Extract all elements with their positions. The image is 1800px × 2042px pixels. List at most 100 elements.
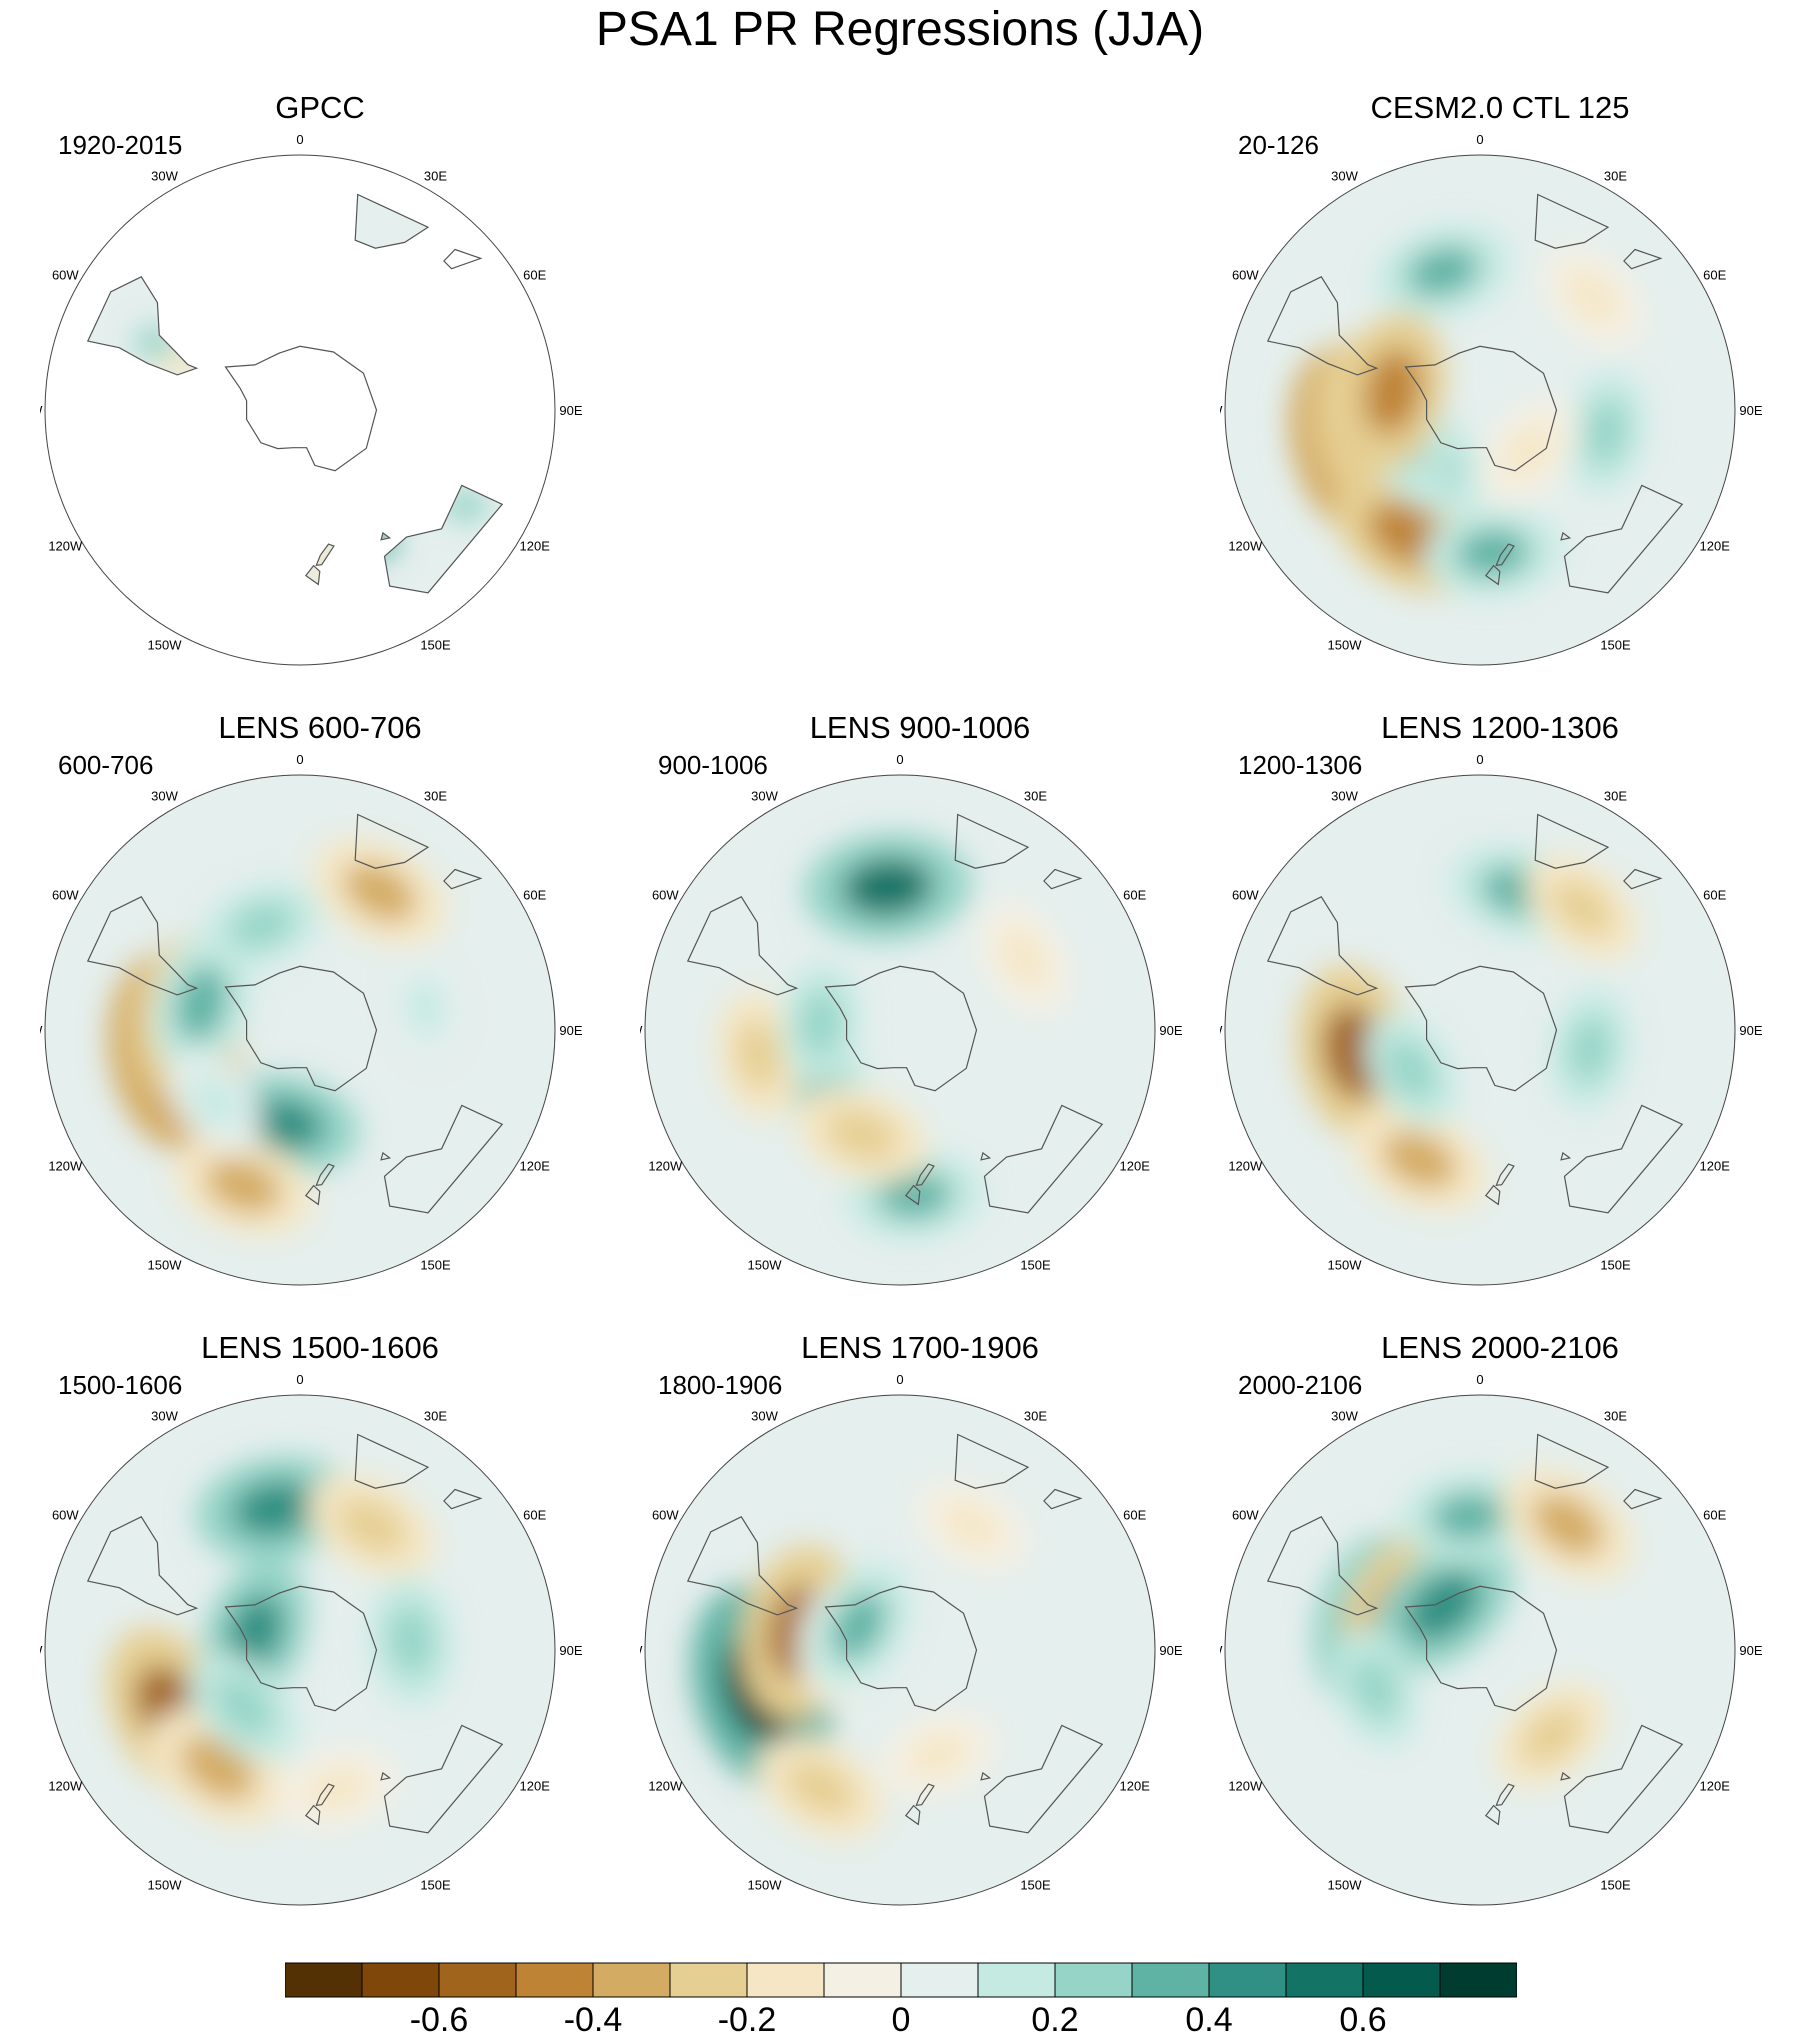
panel-l1200: 030E60E90E120E150E180150W120W90W60W30W L… bbox=[1220, 710, 1780, 1286]
lon-label: 120W bbox=[1228, 1779, 1263, 1794]
panel-l600: 030E60E90E120E150E180150W120W90W60W30W L… bbox=[40, 710, 600, 1286]
map-l2000: 030E60E90E120E150E180150W120W90W60W30W bbox=[1220, 1372, 1763, 1906]
anomaly-core bbox=[242, 1097, 325, 1152]
coastline-tasmania bbox=[1560, 1771, 1572, 1781]
lon-label: 120E bbox=[520, 1159, 551, 1174]
anomaly-core bbox=[343, 862, 416, 922]
anomaly-core bbox=[1521, 1707, 1583, 1764]
coastline-madagascar bbox=[1043, 868, 1083, 890]
colorbar-swatch bbox=[438, 1962, 517, 1998]
colorbar-swatch bbox=[1439, 1962, 1517, 1998]
coastline-africa bbox=[354, 1433, 430, 1489]
coastline-africa bbox=[954, 1433, 1030, 1489]
map-outline bbox=[44, 774, 556, 1286]
coastline-nz_south bbox=[315, 1783, 335, 1807]
lon-label: 30E bbox=[1024, 788, 1047, 803]
lon-label: 90W bbox=[1220, 403, 1223, 418]
coastline-africa bbox=[354, 193, 430, 249]
coastline-tasmania bbox=[380, 531, 392, 541]
panel-period: 600-706 bbox=[58, 750, 154, 780]
colorbar-label: -0.2 bbox=[717, 2001, 777, 2039]
lon-label: 150E bbox=[1600, 638, 1631, 653]
panel-period: 1500-1606 bbox=[58, 1370, 183, 1400]
coastline-nz_north bbox=[1484, 1804, 1501, 1826]
anomaly-core bbox=[1431, 1492, 1506, 1541]
coastline-nz_north bbox=[304, 1184, 321, 1206]
coastline-nz_south bbox=[315, 1163, 335, 1187]
lon-label: 30W bbox=[1331, 168, 1358, 183]
panel-l1500: 030E60E90E120E150E180150W120W90W60W30W L… bbox=[40, 1330, 600, 1906]
colorbar-label: 0 bbox=[891, 2001, 911, 2039]
anomaly-core bbox=[214, 1676, 274, 1736]
lon-label: 150E bbox=[1600, 1258, 1631, 1273]
lon-label: 0 bbox=[1476, 1372, 1483, 1387]
coastline-southamerica bbox=[1266, 1516, 1379, 1616]
map-field bbox=[86, 193, 504, 594]
lon-label: 90W bbox=[1220, 1643, 1223, 1658]
lon-label: 120E bbox=[520, 1779, 551, 1794]
anomaly-core bbox=[205, 1158, 282, 1213]
anomaly-core bbox=[786, 1760, 855, 1816]
coastline-antarctica bbox=[224, 1585, 378, 1712]
lon-label: 30E bbox=[424, 168, 447, 183]
coastline-australia bbox=[383, 1724, 504, 1834]
coastline-australia bbox=[383, 484, 504, 594]
colorbar-swatch bbox=[746, 1962, 825, 1998]
panel-period: 900-1006 bbox=[658, 750, 768, 780]
lon-label: 90E bbox=[559, 1643, 582, 1658]
panel-period: 2000-2106 bbox=[1238, 1370, 1363, 1400]
coastline-madagascar bbox=[443, 1488, 483, 1510]
coastline-southamerica bbox=[86, 276, 199, 376]
lon-label: 90E bbox=[1739, 1643, 1762, 1658]
lon-label: 120E bbox=[1120, 1779, 1151, 1794]
lon-label: 150W bbox=[148, 1258, 183, 1273]
map-outline bbox=[1224, 154, 1736, 666]
map-l900: 030E60E90E120E150E180150W120W90W60W30W bbox=[640, 752, 1183, 1286]
lon-label: 30E bbox=[424, 788, 447, 803]
lon-label: 30E bbox=[1604, 788, 1627, 803]
colorbar-swatch bbox=[977, 1962, 1056, 1998]
colorbar-label: 0.6 bbox=[1339, 2001, 1387, 2039]
land-fill bbox=[87, 194, 503, 593]
lon-label: 0 bbox=[896, 752, 903, 767]
anomaly-blob bbox=[158, 350, 203, 383]
map-outline bbox=[1224, 1394, 1736, 1906]
lon-label: 120W bbox=[648, 1779, 683, 1794]
coastline-nz_north bbox=[904, 1804, 921, 1826]
map-gpcc: 030E60E90E120E150E180150W120W90W60W30W bbox=[40, 132, 583, 666]
colorbar bbox=[285, 1962, 1517, 2002]
anomaly-blob bbox=[296, 545, 341, 578]
panel-period: 1200-1306 bbox=[1238, 750, 1363, 780]
colorbar-swatch bbox=[1131, 1962, 1210, 1998]
coastline-nz_south bbox=[915, 1783, 935, 1807]
lon-label: 120E bbox=[1700, 1779, 1731, 1794]
anomaly-core bbox=[1552, 879, 1613, 937]
map-field bbox=[1225, 155, 1735, 665]
lon-label: 60W bbox=[652, 1508, 679, 1523]
lon-label: 150W bbox=[148, 1878, 183, 1893]
lon-label: 60E bbox=[1703, 1508, 1726, 1523]
lon-label: 90W bbox=[640, 1023, 643, 1038]
coastline-nz_north bbox=[304, 1804, 321, 1826]
coastline-southamerica bbox=[1266, 896, 1379, 996]
map-l1700: 030E60E90E120E150E180150W120W90W60W30W bbox=[640, 1372, 1183, 1906]
anomaly-core bbox=[735, 1020, 782, 1090]
lon-label: 60E bbox=[1123, 1508, 1146, 1523]
coastline-tasmania bbox=[380, 1771, 392, 1781]
anomaly-core bbox=[830, 1591, 887, 1661]
colorbar-swatch bbox=[900, 1962, 979, 1998]
map-outline bbox=[44, 1394, 556, 1906]
coastline-nz_north bbox=[904, 1184, 921, 1206]
lon-label: 150E bbox=[1020, 1878, 1051, 1893]
panel-l2000: 030E60E90E120E150E180150W120W90W60W30W L… bbox=[1220, 1330, 1780, 1906]
colorbar-swatch bbox=[1208, 1962, 1287, 1998]
anomaly-core bbox=[226, 1593, 284, 1674]
lon-label: 120W bbox=[1228, 1159, 1263, 1174]
lon-label: 150W bbox=[1328, 1878, 1363, 1893]
colorbar-swatch bbox=[669, 1962, 748, 1998]
lon-label: 30E bbox=[1604, 1408, 1627, 1423]
coastline-nz_north bbox=[1484, 564, 1501, 586]
coastline-nz_south bbox=[915, 1163, 935, 1187]
map-field bbox=[45, 1395, 555, 1905]
lon-label: 30E bbox=[424, 1408, 447, 1423]
